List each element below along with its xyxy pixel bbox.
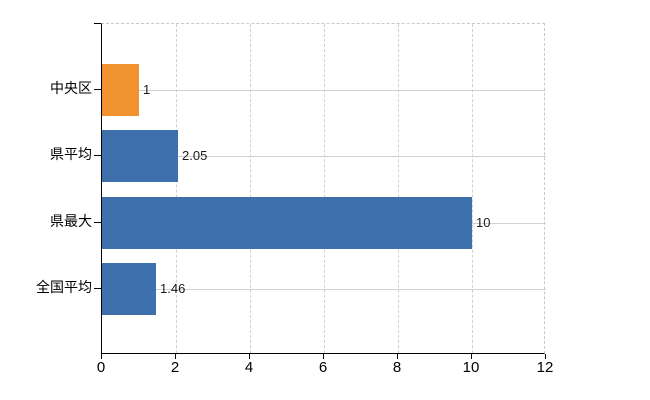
bar-value-label: 2.05 [182,148,208,163]
plot-area: 1 2.05 10 1.46 [101,23,546,354]
y-axis-tick [94,89,101,90]
v-gridline [472,24,473,353]
category-label: 全国平均 [36,279,92,295]
bar [102,130,178,182]
bar-value-label: 1.46 [160,281,186,296]
h-gridline [102,289,546,290]
bar [102,197,472,249]
x-axis-tick [545,354,546,359]
v-gridline [324,24,325,353]
bar [102,263,156,315]
x-tick-label: 4 [244,359,254,376]
y-axis-end-tick [94,23,101,24]
x-axis-tick [397,354,398,359]
x-axis-tick [471,354,472,359]
x-axis-tick [323,354,324,359]
v-gridline [250,24,251,353]
h-gridline [102,156,546,157]
v-gridline [398,24,399,353]
x-axis-tick [249,354,250,359]
x-tick-label: 0 [96,359,106,376]
x-tick-label: 12 [536,359,554,376]
x-tick-label: 8 [392,359,402,376]
x-axis-tick [101,354,102,359]
x-tick-label: 2 [170,359,180,376]
bar-value-label: 10 [476,215,491,230]
x-tick-label: 6 [318,359,328,376]
y-axis-tick [94,288,101,289]
bar-value-label: 1 [143,82,151,97]
category-label: 県平均 [50,146,92,162]
category-label: 県最大 [50,213,92,229]
y-axis-tick [94,155,101,156]
y-axis-tick [94,222,101,223]
v-gridline [176,24,177,353]
x-tick-label: 10 [462,359,480,376]
category-label: 中央区 [50,80,92,96]
x-axis-tick [175,354,176,359]
bar [102,64,139,116]
h-gridline [102,90,546,91]
